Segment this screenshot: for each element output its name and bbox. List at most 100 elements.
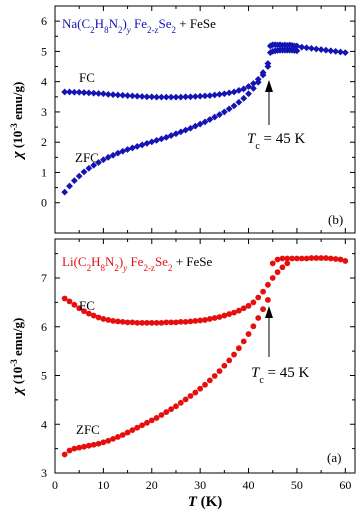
panel-b-point-zfc — [80, 168, 88, 176]
panel-b-point-fc — [80, 89, 88, 96]
panel-a-data-points — [61, 255, 349, 458]
panel-b-point-zfc — [254, 78, 262, 86]
panel-b-point-zfc — [61, 188, 69, 196]
panel-b-point-fc — [75, 88, 83, 96]
panel-a-point-fc — [173, 319, 179, 326]
panel-b-point-zfc — [109, 151, 117, 159]
panel-b-point-zfc — [138, 141, 146, 149]
panel-b-point-above-tc — [298, 43, 306, 51]
panel-a-point-zfc — [173, 403, 179, 410]
panel-a-point-zfc — [158, 412, 165, 418]
panel-b-point-above-tc — [308, 44, 315, 52]
panel-b-point-zfc — [182, 126, 190, 134]
panel-a-point-fc — [177, 318, 184, 325]
panel-a-x-tick-label: 10 — [97, 478, 109, 492]
panel-b-point-fc — [187, 93, 194, 101]
panel-a-point-above-tc — [303, 255, 310, 262]
panel-a-point-zfc — [129, 427, 136, 433]
panel-a-point-zfc — [61, 451, 68, 458]
panel-b-point-fc — [206, 92, 214, 99]
panel-a-point-fc — [221, 312, 228, 319]
panel-a-point-fc — [110, 318, 116, 324]
panel-a-point-fc — [260, 288, 266, 295]
panel-a-point-zfc — [221, 362, 228, 369]
panel-b-point-fc — [245, 83, 252, 90]
panel-a-y-tick-label: 7 — [41, 271, 47, 285]
panel-b-point-above-tc — [341, 49, 349, 57]
panel-a-point-zfc — [226, 357, 233, 364]
panel-b-fc-label: FC — [79, 70, 95, 85]
panel-a-y-tick-label: 6 — [41, 320, 47, 334]
panel-b-y-tick-label: 6 — [41, 14, 47, 28]
panel-b-y-tick-label: 0 — [41, 196, 47, 210]
panel-b-point-fc — [177, 93, 185, 101]
panel-a-point-fc — [105, 317, 112, 323]
panel-a-point-fc — [153, 319, 160, 326]
panel-a-ticks: 3 4 5 6 7 0 10 20 30 40 50 60 — [41, 239, 355, 492]
panel-b-y-tick-label: 1 — [41, 165, 47, 179]
panel-a-point-zfc — [115, 434, 121, 440]
panel-a-x-tick-label: 60 — [339, 478, 351, 492]
panel-b-point-zfc — [66, 182, 73, 190]
panel-a-point-fc — [192, 318, 199, 324]
panel-a-point-above-tc — [342, 258, 349, 264]
panel-b-ticks: 0 1 2 3 4 5 6 — [41, 6, 355, 233]
panel-b-tc-arrow-head — [265, 80, 273, 92]
panel-b-point-zfc — [153, 136, 161, 144]
panel-a-point-zfc — [148, 417, 155, 424]
panel-b-point-zfc — [201, 118, 209, 126]
panel-b-point-fc — [143, 93, 151, 101]
panel-b-point-zfc — [187, 124, 194, 132]
panel-a-point-zfc — [240, 338, 247, 345]
panel-a-point-zfc — [197, 385, 204, 392]
panel-b-point-fc — [95, 90, 102, 97]
panel-a-point-zfc — [90, 441, 97, 448]
panel-a-point-fc — [71, 301, 78, 308]
panel-a-y-tick-label: 4 — [41, 417, 47, 431]
panel-a-point-zfc — [134, 424, 141, 431]
panel-a-point-fc — [255, 294, 262, 301]
panel-a-point-above-tc — [298, 255, 305, 262]
panel-a-point-above-tc — [318, 255, 325, 261]
panel-a-point-zfc — [177, 399, 184, 406]
panel-b-y-tick-label: 3 — [41, 105, 47, 119]
panel-b-zfc-label: ZFC — [75, 150, 99, 165]
panel-a-point-above-tc-lower- — [279, 264, 286, 271]
panel-b-point-fc — [172, 93, 180, 101]
panel-b-point-zfc — [119, 147, 127, 155]
panel-a-point-fc — [66, 298, 73, 305]
panel-a-point-above-tc — [289, 255, 295, 262]
panel-b-y-tick-label: 4 — [41, 75, 47, 89]
panel-a-point-zfc — [255, 315, 262, 321]
panel-b-point-fc — [129, 92, 136, 100]
panel-b-point-fc — [90, 89, 98, 97]
panel-a-point-fc — [216, 314, 223, 320]
panel-b-point-zfc — [196, 120, 204, 128]
panel-a-point-above-tc — [337, 256, 344, 263]
panel-a-point-zfc — [85, 442, 92, 449]
panel-b-point-zfc — [220, 108, 228, 116]
x-axis-title: T (K) — [188, 494, 223, 510]
panel-a-point-zfc — [71, 445, 78, 452]
panel-b-point-fc — [66, 88, 73, 96]
panel-b-point-zfc — [230, 102, 238, 110]
panel-b-point-zfc — [148, 138, 156, 146]
panel-a-point-zfc — [110, 435, 116, 442]
panel-a-point-fc — [76, 305, 83, 312]
panel-a-point-zfc — [163, 409, 170, 415]
panel-a-point-above-tc — [308, 255, 315, 261]
panel-a-point-zfc — [144, 419, 150, 426]
panel-a-point-zfc — [76, 444, 83, 451]
panel-b-point-fc — [124, 92, 131, 99]
panel-b-point-fc — [162, 93, 170, 101]
panel-a-point-fc — [148, 319, 155, 326]
panel-a-point-fc — [163, 319, 170, 326]
panel-b-point-fc — [114, 91, 122, 99]
panel-a-x-tick-label: 20 — [146, 478, 158, 492]
panel-a-point-above-tc — [279, 255, 286, 262]
panel-a-point-zfc — [211, 373, 218, 379]
panel-a-point-fc — [144, 319, 150, 326]
panel-a-point-zfc — [245, 331, 252, 337]
panel-a-point-fc — [240, 305, 247, 312]
